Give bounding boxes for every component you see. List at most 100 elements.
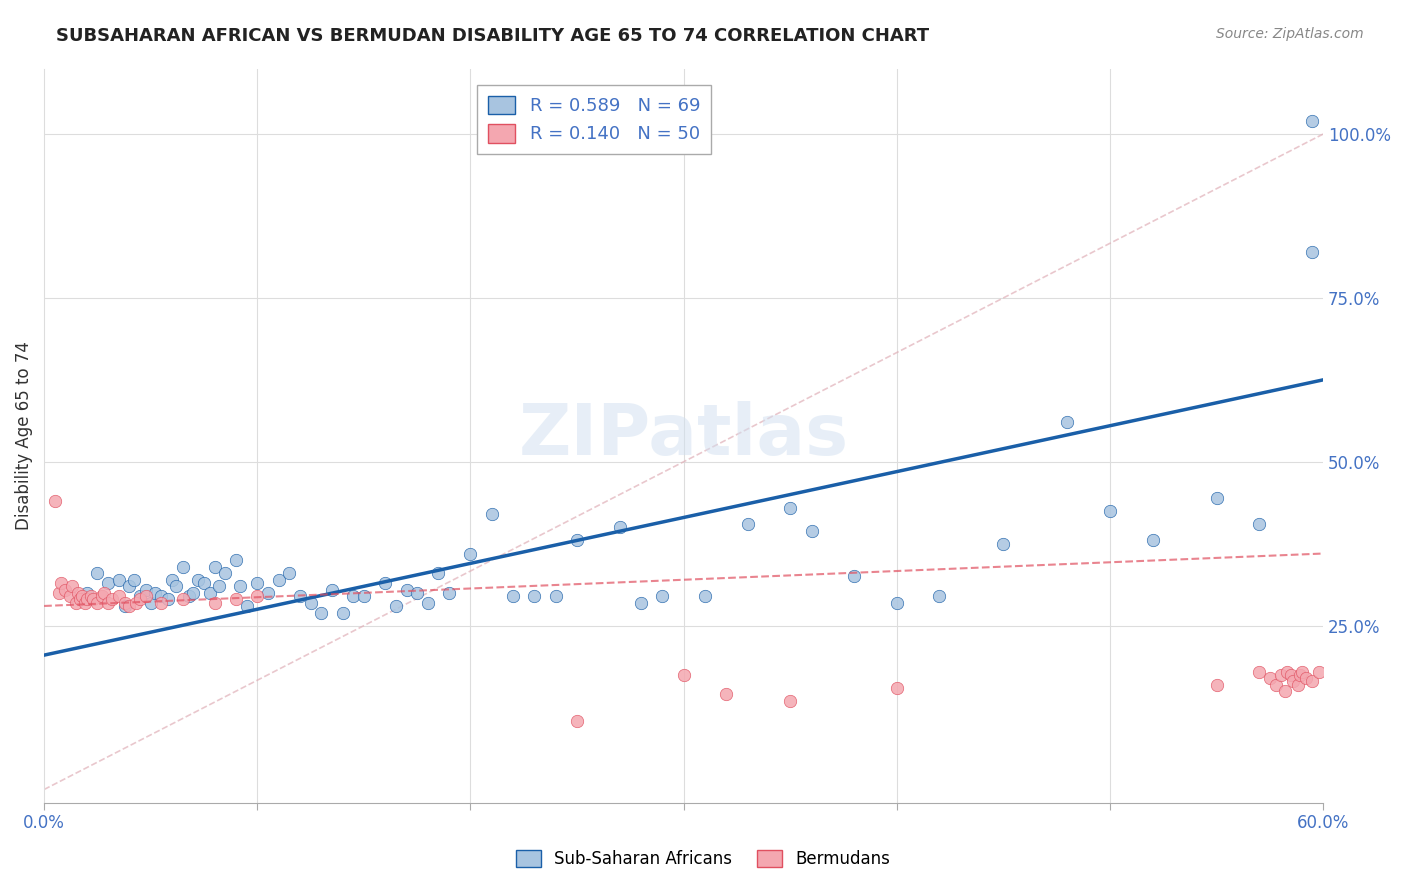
- Point: [122, 573, 145, 587]
- Point: [193, 576, 215, 591]
- Point: [630, 596, 652, 610]
- Point: [406, 586, 429, 600]
- Point: [229, 579, 252, 593]
- Point: [69, 592, 91, 607]
- Point: [1265, 678, 1288, 692]
- Legend: Sub-Saharan Africans, Bermudans: Sub-Saharan Africans, Bermudans: [509, 843, 897, 875]
- Point: [342, 589, 364, 603]
- Point: [82, 592, 104, 607]
- Point: [800, 524, 823, 538]
- Point: [288, 589, 311, 603]
- Point: [385, 599, 408, 613]
- Point: [353, 589, 375, 603]
- Point: [55, 582, 77, 597]
- Point: [93, 586, 115, 600]
- Point: [208, 579, 231, 593]
- Point: [187, 573, 209, 587]
- Point: [139, 596, 162, 610]
- Point: [651, 589, 673, 603]
- Point: [609, 520, 631, 534]
- Point: [97, 596, 120, 610]
- Point: [73, 596, 96, 610]
- Point: [1286, 678, 1309, 692]
- Point: [267, 573, 290, 587]
- Point: [1308, 665, 1330, 679]
- Point: [143, 586, 166, 600]
- Point: [257, 586, 280, 600]
- Point: [716, 688, 738, 702]
- Point: [67, 586, 90, 600]
- Point: [374, 576, 396, 591]
- Point: [427, 566, 450, 581]
- Point: [437, 586, 460, 600]
- Point: [416, 596, 439, 610]
- Point: [1275, 665, 1298, 679]
- Point: [1098, 504, 1121, 518]
- Point: [886, 596, 908, 610]
- Point: [156, 592, 179, 607]
- Text: Source: ZipAtlas.com: Source: ZipAtlas.com: [1216, 27, 1364, 41]
- Point: [118, 599, 141, 613]
- Point: [59, 589, 82, 603]
- Point: [1270, 667, 1292, 681]
- Point: [172, 592, 194, 607]
- Point: [90, 589, 112, 603]
- Point: [200, 586, 222, 600]
- Point: [565, 533, 588, 548]
- Point: [97, 576, 120, 591]
- Point: [1295, 671, 1317, 685]
- Point: [309, 606, 332, 620]
- Point: [107, 573, 129, 587]
- Point: [693, 589, 716, 603]
- Point: [1205, 491, 1227, 505]
- Point: [460, 547, 482, 561]
- Point: [150, 596, 173, 610]
- Point: [135, 589, 157, 603]
- Point: [177, 589, 200, 603]
- Point: [214, 566, 236, 581]
- Point: [72, 589, 94, 603]
- Point: [65, 596, 87, 610]
- Point: [1291, 665, 1313, 679]
- Point: [114, 599, 136, 613]
- Point: [1274, 684, 1296, 698]
- Point: [76, 586, 98, 600]
- Point: [165, 579, 187, 593]
- Point: [886, 681, 908, 695]
- Point: [172, 559, 194, 574]
- Point: [44, 494, 66, 508]
- Y-axis label: Disability Age 65 to 74: Disability Age 65 to 74: [15, 341, 32, 530]
- Point: [481, 507, 503, 521]
- Point: [76, 592, 98, 607]
- Point: [779, 500, 801, 515]
- Point: [779, 694, 801, 708]
- Point: [1258, 671, 1281, 685]
- Point: [107, 589, 129, 603]
- Text: SUBSAHARAN AFRICAN VS BERMUDAN DISABILITY AGE 65 TO 74 CORRELATION CHART: SUBSAHARAN AFRICAN VS BERMUDAN DISABILIT…: [56, 27, 929, 45]
- Point: [204, 596, 226, 610]
- Point: [86, 596, 108, 610]
- Point: [1249, 665, 1271, 679]
- Point: [118, 579, 141, 593]
- Point: [160, 573, 183, 587]
- Point: [565, 714, 588, 728]
- Point: [1288, 667, 1310, 681]
- Point: [1279, 667, 1302, 681]
- Point: [129, 592, 152, 607]
- Point: [278, 566, 301, 581]
- Point: [60, 579, 83, 593]
- Point: [544, 589, 567, 603]
- Point: [150, 589, 173, 603]
- Point: [321, 582, 343, 597]
- Point: [51, 576, 73, 591]
- Point: [1205, 678, 1227, 692]
- Point: [672, 667, 695, 681]
- Point: [299, 596, 322, 610]
- Point: [114, 596, 136, 610]
- Point: [1301, 245, 1323, 260]
- Point: [225, 553, 247, 567]
- Point: [86, 566, 108, 581]
- Point: [183, 586, 205, 600]
- Point: [844, 569, 866, 583]
- Point: [80, 589, 103, 603]
